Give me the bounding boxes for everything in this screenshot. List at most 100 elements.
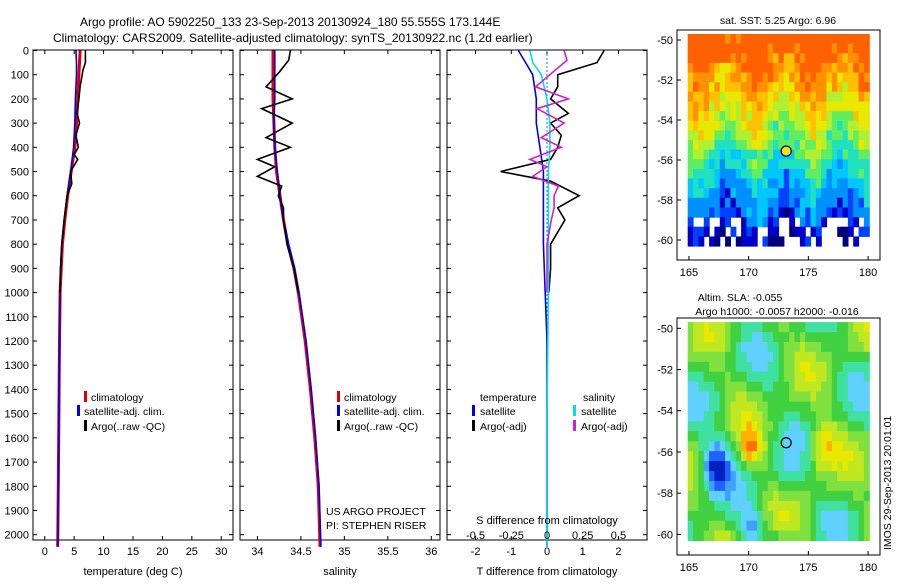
map-cell xyxy=(826,530,833,542)
map-cell xyxy=(863,520,870,532)
map-cell xyxy=(725,178,731,189)
map-cell xyxy=(837,72,844,83)
map-cell xyxy=(842,361,849,373)
map-cell xyxy=(698,401,705,413)
map-cell xyxy=(831,207,838,218)
map-cell xyxy=(831,342,838,353)
map-cell xyxy=(762,510,769,522)
map-cell xyxy=(751,43,758,54)
map-cell xyxy=(757,471,763,482)
map-cell xyxy=(842,197,849,208)
map-cell xyxy=(751,207,758,218)
map-cell xyxy=(842,401,849,413)
map-cell xyxy=(863,461,870,472)
map-cell xyxy=(783,510,790,522)
map-cell xyxy=(757,72,763,83)
map-cell xyxy=(698,391,705,403)
map-cell xyxy=(799,82,806,93)
map-cell xyxy=(746,120,753,131)
map-cell xyxy=(773,130,780,141)
map-cell xyxy=(687,441,694,452)
map-cell xyxy=(773,120,780,131)
map-cell xyxy=(698,490,705,502)
map-cell xyxy=(725,391,731,403)
map-cell xyxy=(767,431,774,442)
map-cell xyxy=(842,520,849,532)
ytick-label: 1800 xyxy=(5,481,29,493)
map-cell xyxy=(730,342,737,353)
map-cell xyxy=(821,431,828,442)
map-cell xyxy=(698,226,705,237)
map-cell xyxy=(709,72,715,83)
legend-climatology-swatch xyxy=(337,391,340,402)
map-cell xyxy=(751,226,758,237)
map-cell xyxy=(826,322,833,333)
map-cell xyxy=(821,62,828,74)
legend-argo-label: Argo(..raw -QC) xyxy=(91,421,165,433)
map-cell xyxy=(751,411,758,422)
map-cell xyxy=(773,53,780,64)
map-cell xyxy=(730,371,737,383)
map-cell xyxy=(783,461,790,472)
map-cell xyxy=(826,342,833,353)
map-cell xyxy=(794,72,801,83)
map-cell xyxy=(767,62,774,74)
map-cell xyxy=(826,471,833,482)
project-annotation-line2: PI: STEPHEN RISER xyxy=(326,520,427,532)
map-cell xyxy=(725,53,731,64)
map-cell xyxy=(751,53,758,64)
map-cell xyxy=(741,140,747,151)
map-cell xyxy=(831,530,838,542)
legend-temp-argo-label: Argo(-adj) xyxy=(480,421,527,433)
map-cell xyxy=(703,130,710,141)
map-cell xyxy=(842,62,849,74)
map-cell xyxy=(810,322,817,333)
map-cell xyxy=(693,461,699,472)
map-cell xyxy=(773,441,780,452)
map-cell xyxy=(794,34,801,45)
map-cell xyxy=(725,471,731,482)
map-cell xyxy=(789,34,796,45)
map-cell xyxy=(821,451,828,462)
map-cell xyxy=(799,361,806,373)
map-cell xyxy=(746,72,753,83)
map-cell xyxy=(719,371,726,383)
map-cell xyxy=(831,101,838,112)
map-cell xyxy=(751,431,758,442)
map-cell xyxy=(799,91,806,102)
map-cell xyxy=(719,188,726,199)
map-cell xyxy=(703,530,710,542)
xtick-label: 180 xyxy=(859,267,877,279)
map-cell xyxy=(837,82,844,93)
map-cell xyxy=(767,530,774,542)
xtick-s-label: 0.5 xyxy=(611,530,626,542)
map-cell xyxy=(853,72,860,83)
map-cell xyxy=(703,53,710,64)
map-cell xyxy=(842,510,849,522)
map-cell xyxy=(853,53,860,64)
map-cell xyxy=(821,411,828,422)
map-cell xyxy=(687,178,694,189)
map-cell xyxy=(693,53,699,64)
map-cell xyxy=(858,471,865,482)
map-cell xyxy=(826,207,833,218)
map-cell xyxy=(778,361,785,373)
map-cell xyxy=(735,391,742,403)
map-cell xyxy=(831,421,838,432)
map-cell xyxy=(826,332,833,343)
map-cell xyxy=(751,391,758,403)
map-cell xyxy=(821,168,828,180)
map-cell xyxy=(735,530,742,542)
map-cell xyxy=(853,322,860,333)
map-cell xyxy=(831,159,838,170)
map-cell xyxy=(725,421,731,432)
map-cell xyxy=(746,140,753,151)
map-cell xyxy=(746,441,753,452)
map-cell xyxy=(799,401,806,413)
map-cell xyxy=(789,471,796,482)
map-cell xyxy=(789,120,796,131)
map-cell xyxy=(687,322,694,333)
map-cell xyxy=(810,371,817,383)
map-cell xyxy=(735,490,742,502)
map-cell xyxy=(789,411,796,422)
